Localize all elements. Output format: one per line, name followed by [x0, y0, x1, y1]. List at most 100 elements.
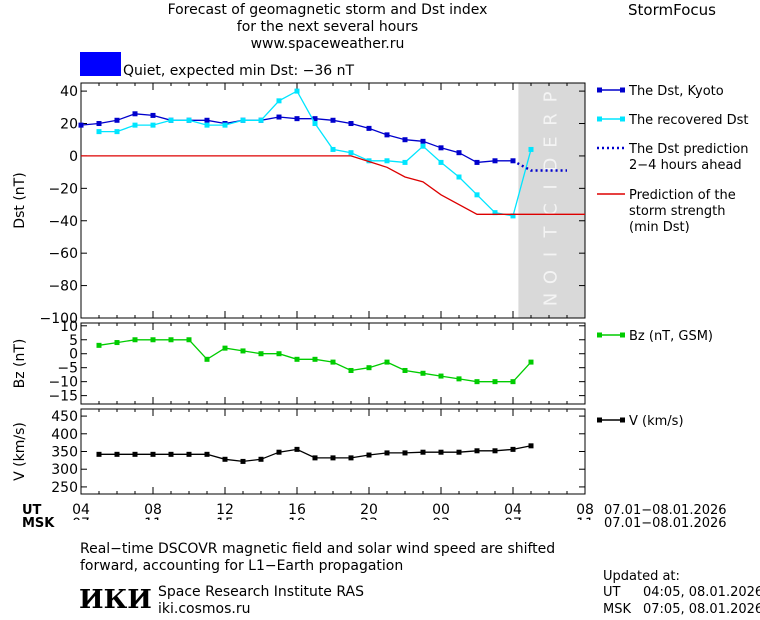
footer-note-line-1: Real−time DSCOVR magnetic field and sola…	[80, 541, 556, 557]
dst-ytick-label: −80	[48, 279, 78, 295]
dst-series-1-point	[222, 122, 228, 128]
dst-series-0-point	[96, 121, 102, 127]
bz-series-0-point	[348, 367, 354, 373]
bz-ytick-label: 10	[60, 319, 78, 335]
legend-marker	[620, 332, 625, 338]
dst-series-0-point	[150, 112, 156, 118]
prediction-letter: I	[541, 252, 562, 257]
bz-ytick-label: −10	[48, 375, 78, 391]
dst-series-1-point	[96, 129, 102, 135]
ut-tick-label: 00	[432, 502, 450, 518]
v-series-0-point	[312, 455, 318, 461]
bz-ytick-label: −5	[57, 361, 78, 377]
dst-series-1-point	[492, 210, 498, 216]
institute-site: iki.cosmos.ru	[158, 601, 251, 617]
v-series-0-point	[510, 446, 516, 452]
dst-series-0-point	[402, 137, 408, 143]
prediction-region	[518, 83, 585, 318]
dst-series-0-point	[204, 117, 210, 123]
v-ytick-label: 300	[51, 462, 78, 478]
bz-series-0-point	[402, 367, 408, 373]
prediction-letter: I	[541, 184, 562, 189]
brand-name: StormFocus	[628, 1, 716, 19]
prediction-letter: N	[541, 293, 562, 306]
dst-ytick-label: −20	[48, 181, 78, 197]
ut-tick-label: 08	[576, 502, 594, 518]
legend-marker	[597, 417, 602, 423]
dst-series-0-point	[348, 121, 354, 127]
dst-ytick-label: 40	[60, 84, 78, 100]
dst-series-1-point	[456, 174, 462, 180]
dst-series-0-point	[330, 117, 336, 123]
legend-label: The Dst prediction	[628, 142, 749, 157]
v-series-0-point	[384, 450, 390, 456]
msk-tick-label: 03	[432, 516, 450, 520]
bz-series-0-point	[492, 379, 498, 385]
prediction-letter: C	[541, 203, 562, 216]
dst-series-0-point	[384, 132, 390, 138]
v-series-0-point	[438, 449, 444, 455]
legend-marker	[620, 417, 625, 423]
v-ytick-label: 350	[51, 445, 78, 461]
v-axes-box	[80, 408, 586, 495]
bz-series-0-point	[132, 337, 138, 343]
institute-name: Space Research Institute RAS	[158, 584, 364, 600]
bz-series-0-point	[456, 376, 462, 382]
prediction-letter: D	[541, 158, 562, 172]
msk-tick-label: 07	[72, 516, 90, 520]
dst-series-0-point	[78, 122, 84, 128]
v-series-0-point	[474, 448, 480, 454]
dst-series-1-line	[99, 90, 532, 217]
dst-series-0-point	[510, 158, 516, 164]
bz-series-0-point	[312, 356, 318, 362]
ut-tick-label: 20	[360, 502, 378, 518]
dst-series-0-point	[420, 138, 426, 144]
ut-tick-label: 04	[72, 502, 90, 518]
msk-tick-label: 23	[360, 516, 378, 520]
dst-series-0-point	[366, 125, 372, 131]
v-series-0-point	[492, 448, 498, 454]
bz-series-0-point	[366, 365, 372, 371]
bz-series-0-point	[420, 370, 426, 376]
bz-series-0-point	[150, 337, 156, 343]
ut-tick-label: 16	[288, 502, 306, 518]
status-text: Quiet, expected min Dst: −36 nT	[123, 63, 355, 79]
bz-series-0-point	[294, 356, 300, 362]
dst-ytick-label: 20	[60, 117, 78, 133]
legend-marker	[597, 116, 602, 122]
v-series-0-point	[204, 451, 210, 457]
dst-series-1-point	[312, 121, 318, 127]
time-axis: 04 08 12 16 20 00 04 08 07 11 15 19 23 03 07 11	[72, 502, 594, 520]
msk-label: MSK	[22, 516, 55, 531]
v-series-0-point	[366, 452, 372, 458]
prediction-letter: O	[541, 270, 562, 284]
legend-label: The recovered Dst	[628, 113, 748, 128]
v-series-0-point	[222, 456, 228, 462]
dst-series-1-point	[150, 122, 156, 128]
dst-series-1-point	[114, 129, 120, 135]
dst-series-1-point	[240, 117, 246, 123]
prediction-letter: T	[541, 226, 562, 239]
dst-series-0-point	[492, 158, 498, 164]
v-ytick-label: 250	[51, 480, 78, 496]
v-ylabel: V (km/s)	[12, 422, 28, 481]
dst-series-1-point	[132, 122, 138, 128]
prediction-letter: R	[541, 113, 562, 126]
bz-series-0-point	[186, 337, 192, 343]
dst-series-1-point	[276, 98, 282, 104]
dst-series-0-point	[312, 116, 318, 122]
iki-logo: ИКИ	[79, 585, 152, 615]
updated-msk-time: 07:05, 08.01.2026	[643, 602, 760, 617]
v-ytick-label: 400	[51, 427, 78, 443]
v-series-0-point	[528, 443, 534, 449]
dst-series-1-point	[528, 146, 534, 152]
bz-series-0-point	[222, 345, 228, 351]
legend-marker	[597, 87, 602, 93]
bz-series-0-point	[114, 340, 120, 346]
v-series-0-point	[294, 446, 300, 452]
dst-series-1-point	[474, 192, 480, 198]
dst-series-1-point	[402, 159, 408, 165]
dst-ytick-label: −100	[40, 311, 78, 327]
v-series-0-point	[348, 455, 354, 461]
dst-series-1-point	[330, 146, 336, 152]
